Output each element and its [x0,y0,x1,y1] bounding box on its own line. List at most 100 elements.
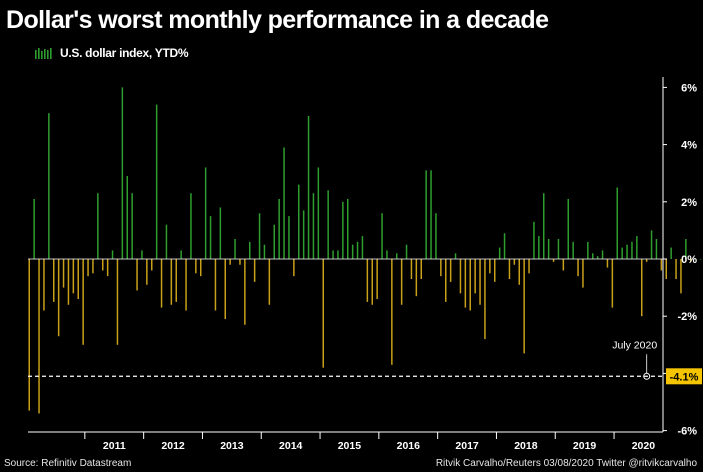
bar-35 [195,259,197,274]
bar-23 [136,259,138,291]
bar-50 [268,259,271,305]
bar-99 [508,259,511,280]
bar-134 [680,259,682,294]
bar-32 [180,250,182,259]
bar-128 [650,230,653,259]
y-tick-label: -2% [677,311,697,323]
bar-73 [381,213,383,259]
bar-80 [415,259,418,297]
bar-120 [611,259,614,308]
reference-badge-background [666,368,702,385]
bar-21 [126,176,128,259]
bar-55 [293,259,295,277]
bar-87 [449,259,452,282]
reference-badge: -4.1% [666,368,702,385]
bar-68 [356,241,359,259]
bar-26 [151,259,153,271]
bar-2 [33,198,35,259]
bar-93 [479,259,481,305]
bar-131 [665,259,667,280]
bar-92 [474,259,476,294]
bar-72 [376,259,378,300]
x-tick-label: 2017 [455,440,479,452]
bar-36 [200,259,202,277]
bar-65 [342,201,344,259]
x-tick-label: 2016 [397,440,421,452]
bar-40 [219,207,222,259]
annotation-label: July 2020 [612,339,657,351]
x-tick-label: 2014 [279,440,303,452]
x-tick-label: 2012 [161,440,185,452]
bar-136 [690,259,692,262]
bar-135 [685,238,687,259]
bar-71 [371,259,373,305]
bar-81 [420,259,422,280]
bar-138 [699,259,702,260]
bar-98 [503,233,506,259]
bar-76 [396,253,398,259]
bar-117 [596,256,599,259]
bar-9 [67,259,70,305]
bar-7 [57,259,60,337]
y-tick-label: 6% [681,82,697,94]
bar-90 [464,259,467,308]
bar-34 [190,193,192,259]
bar-64 [337,250,339,259]
bar-82 [425,170,427,259]
bar-95 [489,259,491,274]
bar-47 [253,259,256,282]
bar-42 [229,259,231,265]
bar-133 [675,259,677,280]
legend-swatch-icon [35,48,52,59]
bar-17 [106,259,109,277]
bar-3 [38,259,40,414]
bar-59 [312,193,315,259]
bar-58 [307,116,310,259]
bar-49 [263,244,266,259]
bar-63 [332,250,334,259]
bar-108 [552,259,555,262]
bar-24 [141,250,143,259]
bar-31 [175,259,177,302]
bar-89 [459,259,462,294]
bar-103 [528,259,530,274]
bar-18 [111,250,114,259]
bar-122 [621,247,623,259]
bar-6 [53,259,55,302]
bar-91 [469,259,471,311]
y-tick-label: 2% [681,197,697,209]
bar-30 [170,259,173,305]
bar-110 [562,259,565,271]
bar-74 [386,250,388,259]
bar-115 [587,241,589,259]
bar-77 [400,259,403,305]
bar-116 [592,253,594,259]
x-tick-label: 2013 [220,440,244,452]
bar-130 [660,259,663,271]
bar-51 [273,224,275,259]
bar-54 [288,216,290,259]
bar-129 [655,238,658,259]
bar-15 [97,193,99,259]
bar-100 [513,259,516,265]
bar-29 [165,224,168,259]
bar-126 [641,259,643,317]
y-tick-label: 0% [681,254,697,266]
source-note: Source: Refinitiv Datastream [4,458,132,469]
bar-84 [435,213,437,259]
x-tick-label: 2019 [573,440,597,452]
bar-113 [577,259,579,277]
bar-69 [361,236,364,259]
bar-8 [62,259,65,288]
bar-12 [82,259,84,345]
bar-22 [131,193,133,259]
bar-53 [283,147,285,259]
bar-13 [87,259,89,277]
bar-19 [116,259,119,345]
bars-group [28,87,702,414]
bar-105 [538,236,540,259]
bar-48 [258,213,261,259]
bar-43 [234,238,236,259]
x-axis: 2011 2012 2013 2014 2015 2016 2017 2018 2019 2020 [28,431,663,452]
bar-20 [121,87,124,260]
